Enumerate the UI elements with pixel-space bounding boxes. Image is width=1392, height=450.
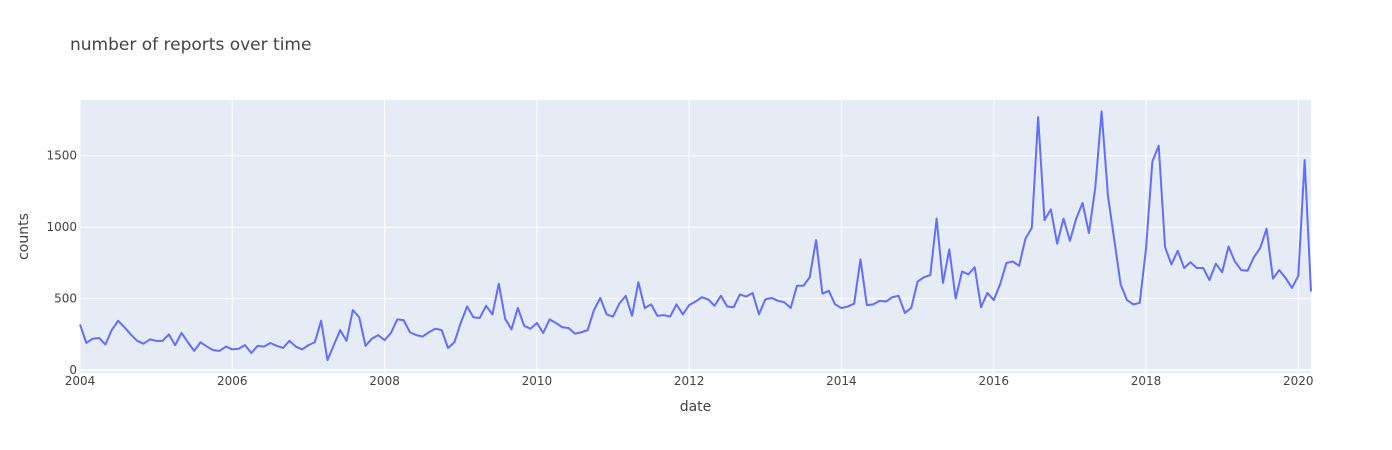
y-tick-label: 1000 bbox=[46, 220, 77, 234]
x-tick-label: 2016 bbox=[978, 374, 1009, 388]
y-tick-label: 1500 bbox=[46, 149, 77, 163]
y-axis-ticks: 0 500 1000 1500 bbox=[46, 149, 77, 377]
series-layer bbox=[79, 110, 1312, 362]
x-tick-label: 2014 bbox=[826, 374, 857, 388]
x-axis-ticks: 2004 2006 2008 2010 2012 2014 2016 2018 2020 bbox=[65, 374, 1314, 388]
x-tick-label: 2020 bbox=[1283, 374, 1314, 388]
x-tick-label: 2004 bbox=[65, 374, 96, 388]
x-tick-label: 2008 bbox=[369, 374, 400, 388]
x-tick-label: 2010 bbox=[522, 374, 553, 388]
x-axis-title: date bbox=[680, 399, 712, 415]
y-tick-label: 0 bbox=[69, 363, 77, 377]
x-tick-label: 2018 bbox=[1131, 374, 1162, 388]
gridlines bbox=[79, 100, 1311, 373]
y-tick-label: 500 bbox=[54, 292, 77, 306]
chart-title: number of reports over time bbox=[70, 35, 311, 55]
plot-area bbox=[80, 100, 1311, 373]
series-line bbox=[79, 110, 1312, 362]
y-axis-title: counts bbox=[16, 213, 32, 260]
x-tick-label: 2012 bbox=[674, 374, 705, 388]
x-tick-label: 2006 bbox=[217, 374, 248, 388]
